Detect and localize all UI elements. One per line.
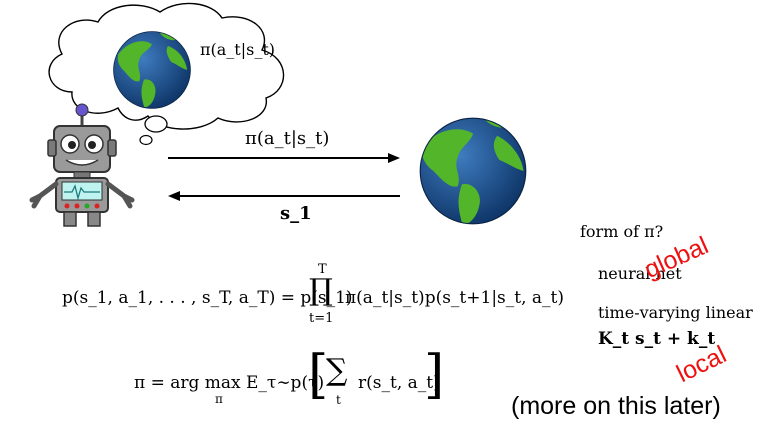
bubble-policy-label: π(a_t|s_t) xyxy=(200,40,275,59)
environment-globe-icon xyxy=(419,117,527,225)
product-upper-limit: T xyxy=(318,262,327,277)
state-arrow-label: s_1 xyxy=(280,203,312,224)
right-bracket: ] xyxy=(424,345,445,405)
option-neural-net: neural net xyxy=(598,264,682,283)
trajectory-distribution-rhs: π(a_t|s_t)p(s_t+1|s_t, a_t) xyxy=(345,288,565,308)
sum-subscript: t xyxy=(336,393,341,407)
product-symbol: ∏ xyxy=(309,273,333,308)
more-later-note: (more on this later) xyxy=(511,392,721,420)
expectation: E_τ∼p(τ) xyxy=(246,373,325,393)
action-arrowhead xyxy=(388,153,400,163)
trajectory-distribution-lhs: p(s_1, a_1, . . . , s_T, a_T) = p(s_1) xyxy=(62,288,353,308)
argmax-subscript: π xyxy=(215,392,223,406)
product-lower-limit: t=1 xyxy=(309,311,334,326)
interaction-arrows xyxy=(168,153,400,201)
policy-form-question: form of π? xyxy=(580,222,664,241)
thought-bubble-dot-large xyxy=(144,115,168,133)
reward-term: r(s_t, a_t) xyxy=(358,373,440,393)
thought-bubble-dot-small xyxy=(139,134,153,146)
small-globe-icon xyxy=(113,31,191,109)
action-arrow-label: π(a_t|s_t) xyxy=(245,128,330,149)
sum-symbol: ∑ xyxy=(326,353,348,388)
option-time-varying-linear: time-varying linear xyxy=(598,303,753,322)
robot-icon xyxy=(29,103,135,227)
objective-lhs: π = arg max xyxy=(134,373,241,393)
option-linear-formula: K_t s_t + k_t xyxy=(598,329,716,349)
state-arrowhead xyxy=(168,191,180,201)
left-bracket: [ xyxy=(308,345,329,405)
